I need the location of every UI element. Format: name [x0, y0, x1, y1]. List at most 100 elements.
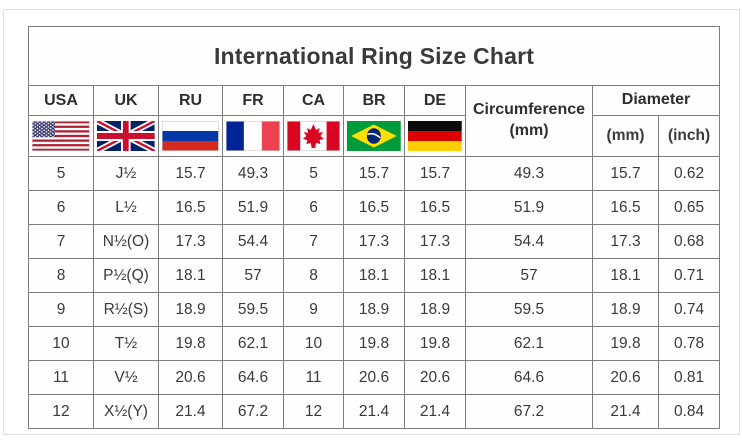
col-header-circumference: Circumference (mm): [465, 85, 593, 157]
table-cell: 57: [465, 258, 593, 293]
table-cell: 0.65: [657, 190, 721, 225]
table-cell: 15.7: [592, 156, 659, 191]
col-header-uk: UK: [93, 85, 159, 116]
table-cell: 18.1: [343, 258, 405, 293]
table-cell: 18.9: [158, 292, 223, 327]
table-cell: P½(Q): [93, 258, 159, 293]
table-cell: 64.6: [222, 360, 284, 395]
table-cell: 49.3: [465, 156, 593, 191]
table-cell: T½: [93, 326, 159, 361]
table-cell: 21.4: [404, 394, 466, 429]
table-cell: 19.8: [592, 326, 659, 361]
table-cell: 9: [28, 292, 94, 327]
table-cell: 17.3: [404, 224, 466, 259]
table-row: 12 X½(Y) 21.4 67.2 12 21.4 21.4 67.2 21.4 0.84: [28, 394, 721, 429]
table-cell: 20.6: [592, 360, 659, 395]
table-cell: 15.7: [343, 156, 405, 191]
table-cell: N½(O): [93, 224, 159, 259]
country-code-row: USA UK RU FR CA BR DE Circumference (mm)…: [28, 85, 721, 157]
ring-size-table: International Ring Size Chart USA UK RU …: [27, 26, 721, 429]
table-row: 9 R½(S) 18.9 59.5 9 18.9 18.9 59.5 18.9 0.74: [28, 292, 721, 327]
col-header-diameter: Diameter: [591, 85, 721, 116]
usa-flag-icon: [32, 121, 90, 151]
table-cell: 49.3: [222, 156, 284, 191]
table-cell: 18.1: [404, 258, 466, 293]
table-cell: 20.6: [343, 360, 405, 395]
table-cell: 51.9: [222, 190, 284, 225]
col-header-ca: CA: [283, 85, 344, 116]
uk-flag-icon: [97, 121, 155, 151]
table-cell: 18.1: [158, 258, 223, 293]
table-cell: 0.78: [657, 326, 721, 361]
col-header-de: DE: [404, 85, 466, 116]
table-cell: 12: [283, 394, 344, 429]
table-cell: 21.4: [592, 394, 659, 429]
flag-cell-usa: [28, 115, 94, 157]
diameter-unit-inch: (inch): [657, 115, 721, 157]
table-cell: 19.8: [158, 326, 223, 361]
table-cell: 9: [283, 292, 344, 327]
table-cell: 15.7: [158, 156, 223, 191]
table-cell: 62.1: [222, 326, 284, 361]
table-cell: 0.68: [657, 224, 721, 259]
table-cell: 0.74: [657, 292, 721, 327]
table-cell: 18.9: [592, 292, 659, 327]
table-cell: 20.6: [158, 360, 223, 395]
table-cell: 5: [28, 156, 94, 191]
table-cell: 7: [28, 224, 94, 259]
table-cell: 5: [283, 156, 344, 191]
table-cell: 0.81: [657, 360, 721, 395]
col-header-fr: FR: [222, 85, 284, 116]
canada-flag-icon: [287, 121, 340, 151]
table-cell: 67.2: [465, 394, 593, 429]
table-row: 7 N½(O) 17.3 54.4 7 17.3 17.3 54.4 17.3 0.68: [28, 224, 721, 259]
table-cell: 10: [28, 326, 94, 361]
table-cell: 18.1: [592, 258, 659, 293]
table-cell: 59.5: [222, 292, 284, 327]
table-cell: R½(S): [93, 292, 159, 327]
table-cell: 15.7: [404, 156, 466, 191]
germany-flag-icon: [408, 121, 462, 151]
table-cell: 0.62: [657, 156, 721, 191]
table-cell: 8: [28, 258, 94, 293]
table-cell: 62.1: [465, 326, 593, 361]
flag-cell-br: [343, 115, 405, 157]
page-title: International Ring Size Chart: [27, 26, 721, 86]
table-row: 8 P½(Q) 18.1 57 8 18.1 18.1 57 18.1 0.71: [28, 258, 721, 293]
table-cell: 67.2: [222, 394, 284, 429]
table-cell: 10: [283, 326, 344, 361]
table-cell: 0.84: [657, 394, 721, 429]
circumference-label: Circumference: [472, 101, 586, 119]
table-cell: 64.6: [465, 360, 593, 395]
table-cell: 8: [283, 258, 344, 293]
table-cell: 59.5: [465, 292, 593, 327]
table-row: 11 V½ 20.6 64.6 11 20.6 20.6 64.6 20.6 0.81: [28, 360, 721, 395]
diameter-unit-mm: (mm): [592, 115, 659, 157]
table-cell: 16.5: [592, 190, 659, 225]
ring-size-table-body: 5 J½ 15.7 49.3 5 15.7 15.7 49.3 15.7 0.62 6 L½ 16.5 5…: [28, 156, 721, 429]
table-cell: 20.6: [404, 360, 466, 395]
france-flag-icon: [226, 121, 280, 151]
table-cell: 54.4: [222, 224, 284, 259]
table-cell: 16.5: [343, 190, 405, 225]
table-cell: 11: [283, 360, 344, 395]
table-row: 10 T½ 19.8 62.1 10 19.8 19.8 62.1 19.8 0.78: [28, 326, 721, 361]
circumference-unit: (mm): [509, 122, 549, 139]
table-cell: 6: [283, 190, 344, 225]
table-cell: L½: [93, 190, 159, 225]
table-cell: 7: [283, 224, 344, 259]
brazil-flag-icon: [347, 121, 401, 151]
table-cell: 54.4: [465, 224, 593, 259]
flag-row: (mm) (inch): [28, 115, 721, 157]
table-cell: 51.9: [465, 190, 593, 225]
table-row: 6 L½ 16.5 51.9 6 16.5 16.5 51.9 16.5 0.65: [28, 190, 721, 225]
col-header-ru: RU: [158, 85, 223, 116]
table-cell: 18.9: [404, 292, 466, 327]
flag-cell-de: [404, 115, 466, 157]
table-cell: 0.71: [657, 258, 721, 293]
table-cell: 16.5: [158, 190, 223, 225]
table-cell: J½: [93, 156, 159, 191]
table-cell: V½: [93, 360, 159, 395]
flag-cell-fr: [222, 115, 284, 157]
